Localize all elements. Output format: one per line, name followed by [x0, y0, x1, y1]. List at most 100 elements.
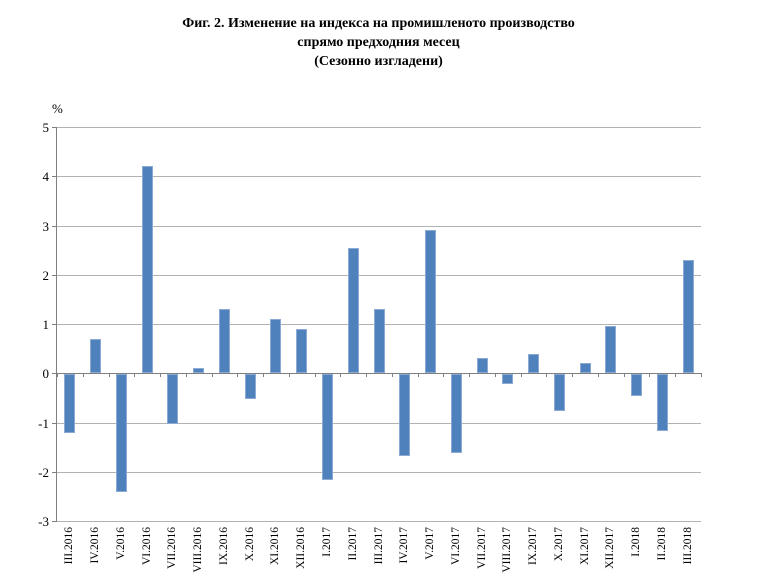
bar [399, 374, 411, 456]
x-tick-label: X.2017 [552, 527, 565, 562]
x-tick-label: VII.2017 [475, 527, 488, 569]
x-axis-tick-mark [211, 373, 213, 378]
x-axis-line [57, 373, 701, 375]
bar [553, 374, 565, 412]
x-axis-tick-mark [520, 373, 522, 378]
x-axis-tick-mark [649, 373, 651, 378]
x-tick-label: I.2018 [630, 527, 643, 557]
bar [167, 374, 179, 424]
x-axis-tick-mark [134, 373, 136, 378]
x-axis-tick-mark [366, 373, 368, 378]
bar [141, 166, 153, 374]
bar [115, 374, 127, 493]
x-tick-label: XII.2016 [295, 527, 308, 569]
bar [605, 326, 617, 374]
x-axis-tick-mark [237, 373, 239, 378]
gridline [57, 422, 701, 424]
gridline [57, 127, 701, 128]
bar [656, 374, 668, 431]
x-axis-tick-mark [314, 373, 316, 378]
bar [218, 309, 230, 374]
x-tick-label: III.2016 [63, 527, 76, 565]
y-axis-tick-mark [52, 225, 57, 227]
x-axis-tick-mark [443, 373, 445, 378]
y-tick-label: 3 [42, 218, 50, 234]
bar [321, 374, 333, 481]
bar [193, 368, 205, 374]
bar [528, 353, 540, 374]
x-tick-label: X.2016 [243, 527, 256, 562]
y-axis-tick-mark [52, 274, 57, 276]
x-tick-label: II.2018 [655, 527, 668, 561]
gridline [57, 521, 701, 522]
y-axis-tick-mark [52, 471, 57, 473]
x-tick-label: VI.2017 [449, 527, 462, 566]
x-axis-tick-mark [572, 373, 574, 378]
x-axis-tick-mark [597, 373, 599, 378]
x-tick-label: VIII.2016 [192, 527, 205, 573]
bar [244, 374, 256, 399]
y-axis-tick-mark [52, 422, 57, 424]
bar [64, 374, 76, 434]
y-axis-unit-label: % [52, 101, 63, 116]
bar [682, 259, 694, 374]
x-axis-tick-mark [108, 373, 110, 378]
bar [296, 328, 308, 374]
y-tick-label: 2 [42, 267, 50, 283]
bar [90, 338, 102, 374]
bar [502, 374, 514, 385]
x-tick-label: IX.2017 [527, 527, 540, 566]
y-tick-label: -3 [38, 514, 49, 529]
y-axis-tick-mark [52, 127, 57, 128]
x-axis-tick-mark [469, 373, 471, 378]
bar [631, 374, 643, 397]
x-tick-label: VI.2016 [140, 527, 153, 566]
y-tick-label: 0 [42, 366, 50, 382]
x-axis-tick-mark [675, 373, 677, 378]
x-tick-label: XI.2016 [269, 527, 282, 566]
x-axis-tick-mark [288, 373, 290, 378]
x-tick-label: VIII.2017 [501, 527, 514, 573]
chart-title: Фиг. 2. Изменение на индекса на промишле… [0, 14, 757, 71]
x-axis-tick-mark [417, 373, 419, 378]
x-tick-label: II.2017 [346, 527, 359, 561]
x-tick-label: XII.2017 [604, 527, 617, 569]
y-axis-tick-mark [52, 324, 57, 325]
x-axis-tick-mark [494, 373, 496, 378]
bar [476, 358, 488, 374]
y-axis-tick-mark [52, 373, 57, 375]
bar [270, 319, 282, 374]
chart-title-line-3: (Сезонно изгладени) [314, 54, 443, 69]
bar [450, 374, 462, 454]
x-tick-label: III.2018 [681, 527, 694, 565]
bar [347, 247, 359, 374]
x-tick-label: V.2017 [424, 527, 437, 560]
x-tick-label: IX.2016 [217, 527, 230, 566]
y-tick-label: 4 [42, 169, 50, 185]
x-tick-label: I.2017 [320, 527, 333, 557]
x-axis-tick-mark [340, 373, 342, 378]
gridline [57, 274, 701, 276]
y-axis-line [56, 127, 57, 522]
y-tick-label: -1 [38, 415, 49, 431]
x-axis-tick-mark [82, 373, 84, 378]
chart-title-line-1: Фиг. 2. Изменение на индекса на промишле… [182, 16, 575, 31]
x-axis-tick-mark [391, 373, 393, 378]
gridline [57, 225, 701, 227]
x-tick-label: XI.2017 [578, 527, 591, 566]
x-axis-tick-mark [57, 373, 58, 378]
x-axis-tick-mark [185, 373, 187, 378]
x-axis-tick-mark [263, 373, 265, 378]
y-axis-tick-mark [52, 521, 57, 522]
x-axis-tick-mark [160, 373, 162, 378]
x-tick-label: IV.2016 [89, 527, 102, 564]
plot-area: 5 4 3 2 1 0 -1 -2 -3 III.2016 IV.2016 V.2016 VI.2016… [38, 120, 702, 573]
y-axis-tick-mark [52, 176, 57, 178]
y-tick-label: 5 [42, 120, 50, 135]
y-tick-label: -2 [38, 464, 49, 480]
bar [373, 309, 385, 374]
chart-title-line-2: спрямо предходния месец [297, 35, 460, 50]
x-axis-tick-mark [623, 373, 625, 378]
y-tick-label: 1 [42, 317, 50, 332]
